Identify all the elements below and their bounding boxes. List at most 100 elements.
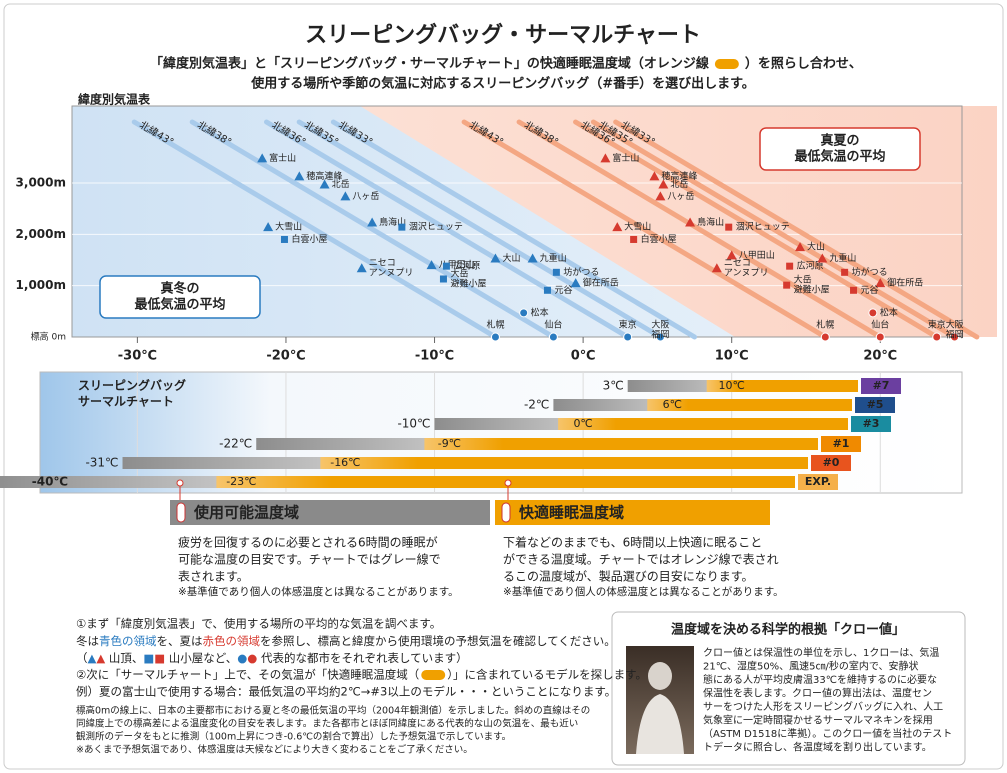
point-label: 涸沢ヒュッテ <box>736 221 790 233</box>
x-tick-label: 0℃ <box>571 349 596 364</box>
point-label: 八甲田山 <box>439 260 475 271</box>
latitude-line <box>516 119 883 340</box>
clo-body: トデータに照合し、各温度域を割り出しています。 <box>703 741 932 754</box>
legend-note: ※基準値であり個人の体感温度とは異なることがあります。 <box>503 585 784 598</box>
x-tick-label: -30℃ <box>118 349 157 364</box>
latitude-line <box>263 119 631 340</box>
y-tick-label: 2,000m <box>16 227 66 241</box>
peak-marker <box>795 242 806 252</box>
city-label: 札幌 <box>816 319 834 331</box>
peak-marker <box>711 263 722 273</box>
point-label: 大雪山 <box>275 221 302 233</box>
city-marker <box>490 332 500 342</box>
point-label: 御在所岳 <box>887 277 923 289</box>
mannequin-body <box>636 694 684 754</box>
comfort-label: -16℃ <box>330 456 360 469</box>
city-label: 仙台 <box>544 319 562 331</box>
instruction-part: ■ <box>154 651 165 665</box>
legend-body: 下着などのままでも、6時間以上快適に眠ること <box>503 535 762 550</box>
peak-marker <box>817 253 828 263</box>
model-badge <box>821 436 861 452</box>
instruction-part: を参照し、標高と緯度から使用環境の予想気温を確認してください。 <box>260 634 616 648</box>
instruction-note: 同緯度上での標高差による温度変化の目安を表します。また各都市とほぼ同緯度にある代… <box>76 718 578 730</box>
summer-label: 最低気温の平均 <box>794 149 885 165</box>
instruction-part: 代表的な都市をそれぞれ表しています） <box>257 651 467 665</box>
comfort-range <box>706 380 858 392</box>
model-name: #5 <box>867 398 884 411</box>
point-label: 元谷 <box>861 285 879 296</box>
usable-range <box>434 418 584 430</box>
peak-marker <box>655 191 666 201</box>
point-label: 大山 <box>807 241 825 253</box>
legend-dot <box>504 479 512 487</box>
thermometer <box>176 502 186 523</box>
point-label: 大岳 <box>794 274 812 286</box>
frame <box>3 3 1004 770</box>
peak-marker <box>685 217 696 227</box>
city-label: 仙台 <box>871 319 889 331</box>
legend-title: 使用可能温度域 <box>193 504 299 522</box>
orange-line-sample <box>421 670 446 680</box>
instruction-note: 標高0mの線上に、日本の主要都市における夏と冬の最低気温の平均（2004年観測値… <box>76 705 590 717</box>
point-label: 坊がつる <box>852 266 888 278</box>
hut-marker <box>543 286 551 294</box>
summer-label-box <box>759 127 921 171</box>
clo-body: （ASTM D1518に準拠）。このクロー値を当社のテスト <box>703 727 952 740</box>
peak-marker <box>527 253 538 263</box>
instruction-part: ● <box>247 651 257 665</box>
instruction-part: ▲ <box>88 651 97 665</box>
instruction-note: 観測所のデータをもとに推測（100m上昇につき-0.6℃の割合で算出）した予想気… <box>76 731 511 743</box>
comfort-label: 10℃ <box>719 379 745 392</box>
point-label: 北岳 <box>670 178 688 190</box>
legend-body: るこの温度域が、製品選びの目安になります。 <box>503 569 754 584</box>
comfort-range <box>320 457 808 469</box>
point-label: 穂高連峰 <box>661 170 697 182</box>
point-label: 大山 <box>502 252 520 264</box>
comfort-label: -23℃ <box>226 475 256 488</box>
latitude-line <box>296 119 663 340</box>
winter-label-box <box>99 275 261 319</box>
x-tick-label: 20℃ <box>863 349 897 364</box>
clo-body: 保温性を表します。クロー値の算出法は、温度セン <box>703 687 932 700</box>
plot-frame <box>71 105 963 338</box>
hut-marker <box>630 235 638 243</box>
city-label: 東京 <box>619 319 637 331</box>
hut-marker <box>850 286 858 294</box>
y-tick-label: 1,000m <box>16 278 66 292</box>
latitude-line <box>590 119 958 340</box>
instruction: ①まず「緯度別気温表」で、使用する場所の平均的な気温を調べます。 <box>76 617 441 631</box>
peak-marker <box>340 191 351 201</box>
hut-marker <box>725 223 733 231</box>
city-marker <box>950 332 960 342</box>
limit-label: -2℃ <box>524 398 549 412</box>
point-label: 大岳 <box>450 267 468 279</box>
legend-box <box>495 500 770 525</box>
hut-marker <box>841 268 849 276</box>
point-label: 松本 <box>531 306 549 318</box>
latitude-line <box>330 119 698 340</box>
comfort-range <box>424 438 818 450</box>
instruction-part: 山小屋など、 <box>165 651 237 665</box>
point-label: 九重山 <box>829 252 856 264</box>
peak-marker <box>294 171 305 181</box>
legend-note: ※基準値であり個人の体感温度とは異なることがあります。 <box>178 585 459 598</box>
y-tick-label: 3,000m <box>16 176 66 190</box>
instruction-part: ● <box>237 651 247 665</box>
point-label: 涸沢ヒュッテ <box>409 221 463 233</box>
city-marker <box>623 332 633 342</box>
peak-marker <box>426 260 437 270</box>
city-marker <box>655 332 665 342</box>
point-label: 松本 <box>880 306 898 318</box>
point-label: 北岳 <box>332 178 350 190</box>
model-name: #3 <box>863 417 880 430</box>
instruction-part: （ <box>76 651 88 665</box>
subtitle: ）を照らし合わせ、 <box>745 56 862 72</box>
point-label: 富士山 <box>269 152 296 164</box>
peak-marker <box>649 171 660 181</box>
peak-marker <box>257 153 268 163</box>
point-label: ニセコ <box>724 258 751 269</box>
city-marker <box>868 308 878 318</box>
limit-label: -22℃ <box>219 437 252 451</box>
latitude-line <box>461 119 828 340</box>
